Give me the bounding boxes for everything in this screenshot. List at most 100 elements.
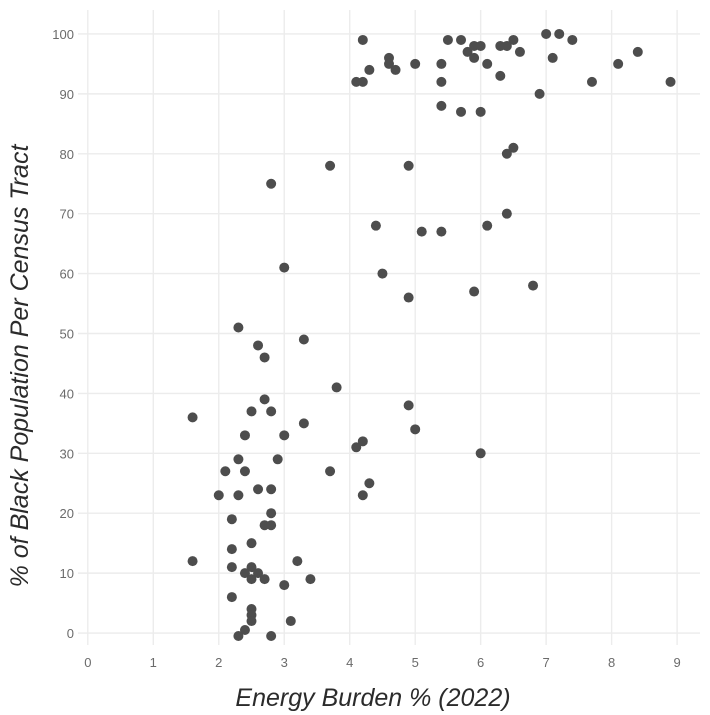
y-tick-label: 80 (60, 147, 74, 162)
data-point (357, 34, 368, 45)
data-point (266, 631, 277, 642)
data-point (298, 334, 309, 345)
data-point (416, 226, 427, 237)
data-point (259, 352, 270, 363)
y-tick-label: 0 (67, 626, 74, 641)
data-point (239, 568, 250, 579)
data-point (239, 466, 250, 477)
y-tick-label: 70 (60, 207, 74, 222)
y-tick-label: 60 (60, 267, 74, 282)
data-point (246, 574, 257, 585)
data-point (305, 574, 316, 585)
data-point (475, 40, 486, 51)
data-point (436, 58, 447, 69)
data-point (469, 52, 480, 63)
data-point (436, 100, 447, 111)
data-point (220, 466, 231, 477)
y-tick-label: 100 (52, 27, 74, 42)
data-point (456, 34, 467, 45)
data-point (567, 34, 578, 45)
data-point (266, 508, 277, 519)
data-point (482, 220, 493, 231)
data-point (325, 160, 336, 171)
data-point (475, 448, 486, 459)
data-point (187, 412, 198, 423)
x-axis-title: Energy Burden % (2022) (235, 684, 510, 712)
data-point (462, 46, 473, 57)
data-point (259, 394, 270, 405)
data-point (239, 430, 250, 441)
data-point (403, 292, 414, 303)
data-point (436, 76, 447, 87)
grid (78, 10, 700, 645)
data-point (298, 418, 309, 429)
data-point (266, 178, 277, 189)
data-point (292, 556, 303, 567)
data-point (436, 226, 447, 237)
data-point (285, 616, 296, 627)
y-tick-label: 20 (60, 506, 74, 521)
data-point (331, 382, 342, 393)
data-point (226, 592, 237, 603)
x-tick-label: 6 (477, 655, 484, 670)
data-point (325, 466, 336, 477)
data-point (272, 454, 283, 465)
data-point (239, 625, 250, 636)
data-point (495, 70, 506, 81)
x-tick-label: 1 (150, 655, 157, 670)
data-point (226, 562, 237, 573)
data-point (351, 442, 362, 453)
data-point (357, 436, 368, 447)
data-point (534, 88, 545, 99)
data-point (410, 58, 421, 69)
data-point (233, 454, 244, 465)
data-point (246, 562, 257, 573)
data-point (501, 148, 512, 159)
data-point (266, 406, 277, 417)
data-point (501, 208, 512, 219)
data-point (226, 514, 237, 525)
x-tick-label: 5 (412, 655, 419, 670)
data-point (253, 568, 264, 579)
data-point (377, 268, 388, 279)
data-point (226, 544, 237, 555)
data-point (266, 520, 277, 531)
data-point (246, 406, 257, 417)
data-point (541, 28, 552, 39)
data-point (233, 490, 244, 501)
data-points (187, 28, 676, 642)
data-point (613, 58, 624, 69)
data-point (554, 28, 565, 39)
x-tick-label: 3 (281, 655, 288, 670)
data-point (233, 631, 244, 642)
data-point (246, 616, 257, 627)
data-point (514, 46, 525, 57)
x-tick-label: 7 (543, 655, 550, 670)
x-tick-label: 0 (84, 655, 91, 670)
data-point (357, 76, 368, 87)
y-tick-label: 10 (60, 566, 74, 581)
data-point (501, 40, 512, 51)
x-tick-label: 2 (215, 655, 222, 670)
data-point (266, 484, 277, 495)
y-axis-title: % of Black Population Per Census Tract (6, 144, 34, 588)
data-point (187, 556, 198, 567)
data-point (233, 322, 244, 333)
data-point (403, 400, 414, 411)
data-point (213, 490, 224, 501)
data-point (508, 142, 519, 153)
data-point (279, 262, 290, 273)
data-point (456, 106, 467, 117)
data-point (547, 52, 558, 63)
data-point (469, 286, 480, 297)
data-point (364, 64, 375, 75)
data-point (370, 220, 381, 231)
data-point (357, 490, 368, 501)
y-tick-label: 40 (60, 386, 74, 401)
data-point (259, 574, 270, 585)
data-point (475, 106, 486, 117)
x-tick-label: 8 (608, 655, 615, 670)
